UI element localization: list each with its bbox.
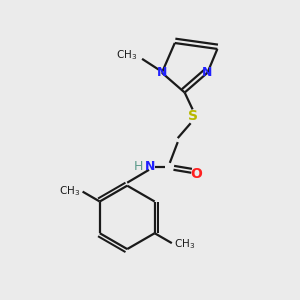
Text: CH$_3$: CH$_3$ [174, 237, 195, 251]
Text: CH$_3$: CH$_3$ [59, 184, 81, 197]
Text: H: H [134, 160, 143, 173]
Text: O: O [190, 167, 202, 181]
Text: N: N [145, 160, 155, 173]
Text: N: N [157, 66, 167, 79]
Text: S: S [188, 109, 198, 123]
Text: N: N [202, 66, 213, 79]
Text: CH$_3$: CH$_3$ [116, 48, 137, 62]
